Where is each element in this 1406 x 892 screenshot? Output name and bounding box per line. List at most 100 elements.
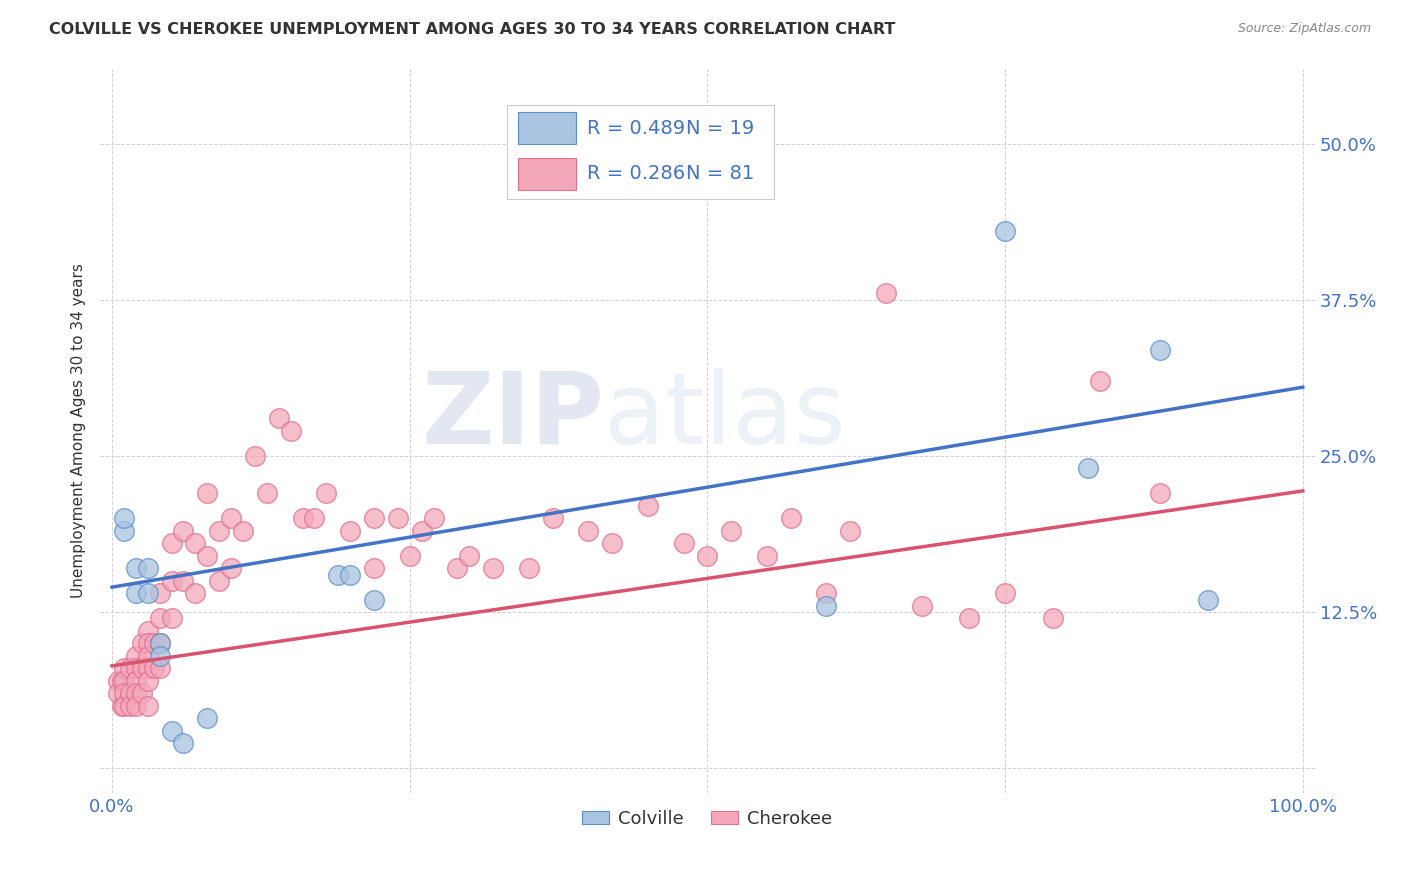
Point: [839, 524, 862, 538]
Point: [517, 561, 540, 575]
Y-axis label: Unemployment Among Ages 30 to 34 years: Unemployment Among Ages 30 to 34 years: [72, 263, 86, 599]
Point: [1197, 592, 1219, 607]
Point: [125, 698, 148, 713]
Point: [131, 686, 153, 700]
Point: [267, 411, 290, 425]
Point: [720, 524, 742, 538]
Point: [339, 524, 361, 538]
Point: [160, 611, 183, 625]
Point: [125, 561, 148, 575]
Point: [112, 511, 135, 525]
Point: [142, 661, 165, 675]
Point: [637, 499, 659, 513]
Point: [112, 686, 135, 700]
Point: [328, 567, 350, 582]
Point: [957, 611, 980, 625]
Point: [256, 486, 278, 500]
Point: [112, 673, 135, 688]
Point: [576, 524, 599, 538]
Point: [672, 536, 695, 550]
Point: [149, 611, 172, 625]
Point: [541, 511, 564, 525]
Point: [112, 698, 135, 713]
Point: [411, 524, 433, 538]
Point: [315, 486, 337, 500]
Point: [195, 486, 218, 500]
Point: [125, 586, 148, 600]
Point: [875, 286, 897, 301]
Point: [110, 698, 132, 713]
Point: [815, 599, 838, 613]
Point: [195, 711, 218, 725]
Point: [994, 586, 1017, 600]
Text: Source: ZipAtlas.com: Source: ZipAtlas.com: [1237, 22, 1371, 36]
Point: [696, 549, 718, 563]
Point: [131, 636, 153, 650]
Point: [136, 698, 159, 713]
Point: [779, 511, 801, 525]
Point: [107, 686, 129, 700]
Point: [172, 524, 194, 538]
Point: [280, 424, 302, 438]
Point: [363, 561, 385, 575]
Point: [110, 673, 132, 688]
Point: [458, 549, 481, 563]
Point: [1077, 461, 1099, 475]
Point: [219, 511, 242, 525]
Point: [1042, 611, 1064, 625]
Point: [446, 561, 468, 575]
Point: [136, 561, 159, 575]
Point: [112, 524, 135, 538]
Point: [112, 661, 135, 675]
Point: [398, 549, 420, 563]
Point: [172, 736, 194, 750]
Point: [118, 686, 141, 700]
Point: [482, 561, 505, 575]
Point: [160, 574, 183, 588]
Point: [911, 599, 934, 613]
Point: [149, 661, 172, 675]
Point: [125, 648, 148, 663]
Point: [107, 673, 129, 688]
Point: [160, 723, 183, 738]
Point: [1090, 374, 1112, 388]
Point: [142, 636, 165, 650]
Point: [291, 511, 314, 525]
Point: [815, 586, 838, 600]
Point: [387, 511, 409, 525]
Point: [219, 561, 242, 575]
Point: [232, 524, 254, 538]
Text: COLVILLE VS CHEROKEE UNEMPLOYMENT AMONG AGES 30 TO 34 YEARS CORRELATION CHART: COLVILLE VS CHEROKEE UNEMPLOYMENT AMONG …: [49, 22, 896, 37]
Point: [1149, 486, 1171, 500]
Point: [149, 636, 172, 650]
Point: [125, 661, 148, 675]
Point: [136, 624, 159, 638]
Point: [339, 567, 361, 582]
Point: [304, 511, 326, 525]
Point: [994, 224, 1017, 238]
Point: [131, 661, 153, 675]
Point: [195, 549, 218, 563]
Text: atlas: atlas: [605, 368, 846, 465]
Point: [118, 698, 141, 713]
Point: [136, 673, 159, 688]
Point: [208, 574, 231, 588]
Point: [363, 511, 385, 525]
Point: [208, 524, 231, 538]
Point: [160, 536, 183, 550]
Point: [1149, 343, 1171, 357]
Point: [136, 586, 159, 600]
Point: [136, 661, 159, 675]
Point: [149, 636, 172, 650]
Point: [243, 449, 266, 463]
Point: [184, 586, 207, 600]
Text: ZIP: ZIP: [422, 368, 605, 465]
Point: [755, 549, 778, 563]
Point: [125, 686, 148, 700]
Point: [184, 536, 207, 550]
Legend: Colville, Cherokee: Colville, Cherokee: [575, 803, 839, 835]
Point: [149, 648, 172, 663]
Point: [172, 574, 194, 588]
Point: [422, 511, 444, 525]
Point: [136, 648, 159, 663]
